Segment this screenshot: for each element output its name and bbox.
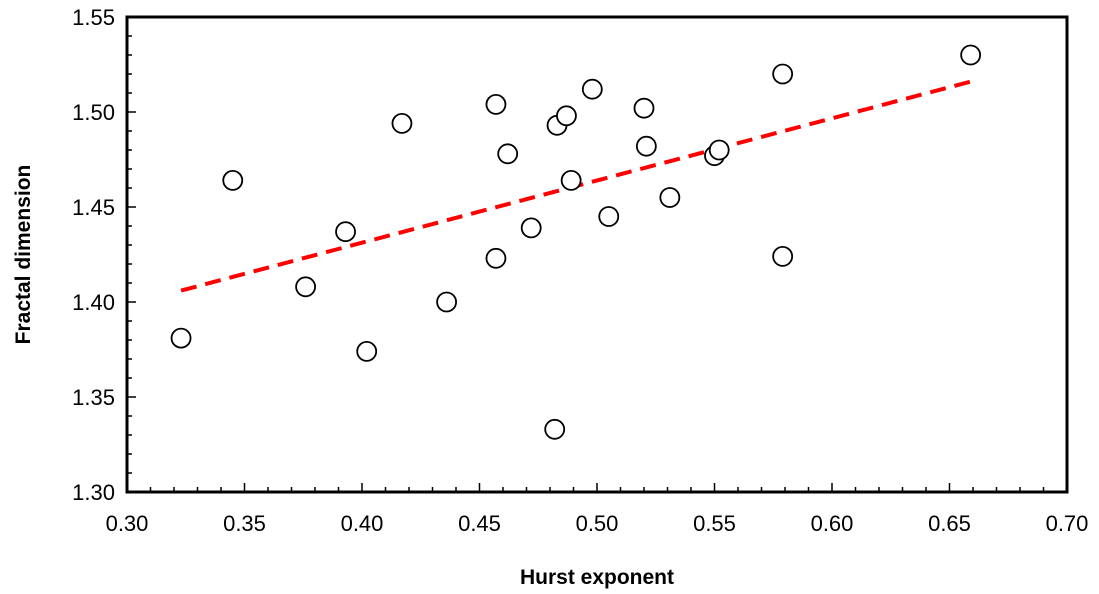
data-point	[497, 143, 519, 165]
x-tick-label: 0.50	[576, 511, 619, 536]
x-tick-label: 0.60	[811, 511, 854, 536]
x-tick-label: 0.40	[341, 511, 384, 536]
data-point	[485, 247, 507, 269]
data-point	[560, 169, 582, 191]
data-point	[335, 221, 356, 243]
data-point	[659, 187, 681, 208]
x-tick-label: 0.55	[693, 511, 736, 536]
x-tick-label: 0.30	[106, 511, 149, 536]
data-point	[520, 217, 542, 239]
data-point	[960, 44, 982, 66]
data-point	[436, 291, 458, 313]
data-point	[772, 245, 794, 267]
data-point	[708, 139, 730, 161]
y-tick-label: 1.45	[72, 195, 115, 220]
y-tick-label: 1.30	[72, 480, 115, 505]
data-points	[170, 44, 982, 440]
x-tick-label: 0.65	[928, 511, 971, 536]
data-point	[391, 113, 413, 134]
data-point	[598, 206, 620, 227]
data-point	[772, 63, 794, 85]
data-point	[222, 169, 244, 191]
plot-area-frame	[125, 15, 1069, 494]
y-tick-label: 1.55	[72, 5, 115, 30]
y-tick-label: 1.35	[72, 385, 115, 410]
data-point	[295, 276, 317, 298]
x-tick-label: 0.35	[223, 511, 266, 536]
data-point	[633, 97, 655, 119]
x-tick-label: 0.45	[458, 511, 501, 536]
data-point	[635, 135, 657, 157]
x-axis-title: Hurst exponent	[520, 566, 674, 589]
y-axis-title: Fractal dimension	[12, 165, 35, 345]
y-tick-label: 1.40	[72, 290, 115, 315]
data-point	[556, 105, 577, 127]
x-axis-tick-labels: 0.30 0.35 0.40 0.45 0.50 0.55 0.60 0.65 0.70	[106, 511, 1089, 536]
y-tick-label: 1.50	[72, 100, 115, 125]
y-axis-tick-labels: 1.30 1.35 1.40 1.45 1.50 1.55	[72, 5, 115, 505]
data-point	[581, 78, 603, 100]
data-point	[485, 94, 507, 115]
data-point	[544, 418, 566, 440]
x-tick-label: 0.70	[1046, 511, 1089, 536]
data-point	[356, 340, 378, 362]
data-point	[170, 327, 192, 349]
